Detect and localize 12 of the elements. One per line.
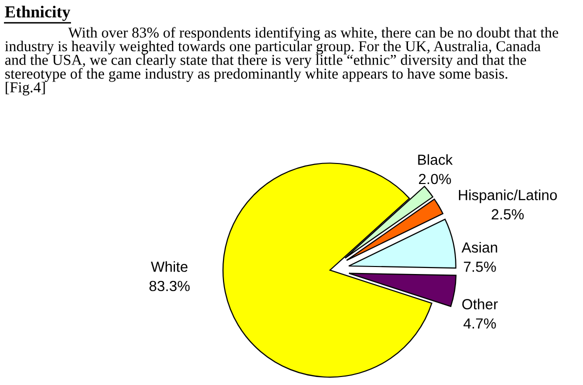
- chart-subtitle: With over 83% of respondents identifying as white, there can be no doubt that the industry is heavily weighted towards one particular group. For the UK, Australia, Canada and the USA, we can clearly state that there is very little “ethnic” diversity and that the stereotype of the game industry as predominantly white appears to have some basis. [Fig.4]: [4, 26, 558, 96]
- slice-label: Black: [418, 154, 453, 165]
- data-label: 2.0%: [418, 174, 451, 184]
- slice-label: Asian: [462, 242, 498, 253]
- data-label: 83.3%: [149, 280, 190, 292]
- slice-label: Hispanic/Latino: [458, 190, 557, 204]
- data-label: 7.5%: [464, 262, 496, 272]
- chart-title: Ethnicity: [4, 6, 70, 21]
- slice-label: Other: [462, 298, 498, 310]
- slice-label: White: [150, 261, 188, 272]
- data-label: 2.5%: [492, 209, 524, 220]
- data-label: 4.7%: [464, 318, 496, 329]
